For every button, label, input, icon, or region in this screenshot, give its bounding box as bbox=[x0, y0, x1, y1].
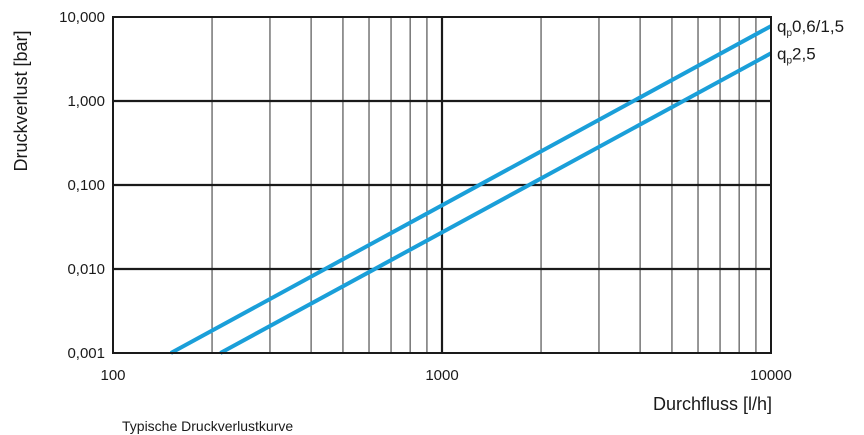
series-line-1 bbox=[169, 24, 772, 355]
plot-frame bbox=[112, 16, 772, 354]
series-line-2 bbox=[219, 51, 772, 355]
series-label-2: qp2,5 bbox=[777, 44, 816, 66]
series-lines bbox=[169, 24, 772, 355]
x-axis-label: Durchfluss [l/h] bbox=[653, 394, 772, 414]
x-tick-labels: 100 1000 10000 bbox=[100, 367, 791, 384]
y-tick-label: 1,000 bbox=[67, 93, 105, 110]
x-tick-label: 100 bbox=[100, 367, 125, 384]
y-tick-label: 0,001 bbox=[67, 345, 105, 362]
major-grid bbox=[113, 17, 771, 353]
chart-caption: Typische Druckverlustkurve bbox=[122, 418, 293, 434]
x-tick-label: 10000 bbox=[750, 367, 792, 384]
y-axis-label: Druckverlust [bar] bbox=[11, 30, 31, 171]
series-label-1: qp0,6/1,5 bbox=[777, 17, 844, 39]
y-tick-label: 0,010 bbox=[67, 261, 105, 278]
y-tick-labels: 0,001 0,010 0,100 1,000 10,000 bbox=[59, 9, 105, 362]
y-tick-label: 0,100 bbox=[67, 177, 105, 194]
series-labels: qp0,6/1,5 qp2,5 bbox=[777, 17, 844, 66]
x-tick-label: 1000 bbox=[425, 367, 458, 384]
y-tick-label: 10,000 bbox=[59, 9, 105, 26]
